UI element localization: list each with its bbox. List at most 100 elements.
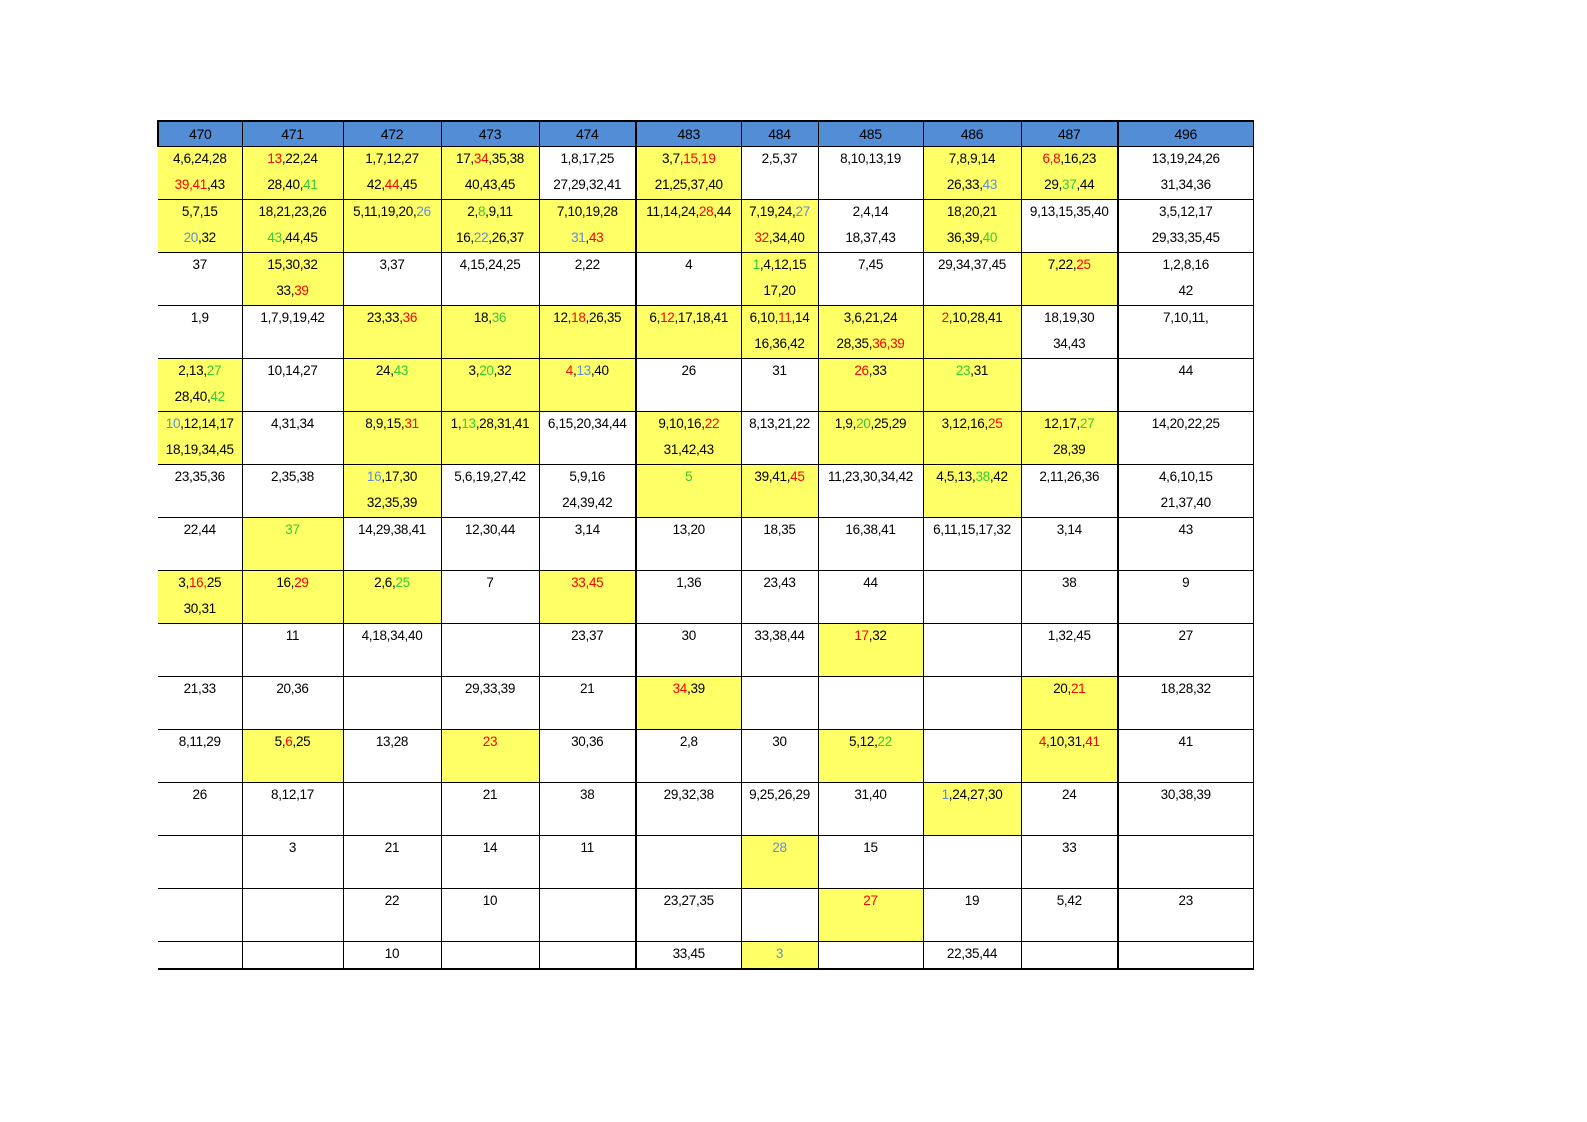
grid-cell[interactable]: 5,6,25 — [241, 729, 344, 783]
grid-cell[interactable]: 3,16,25 30,31 — [158, 570, 243, 624]
grid-cell[interactable]: 12,18,26,35 — [538, 305, 637, 359]
grid-cell[interactable]: 21,33 — [158, 676, 243, 730]
grid-cell[interactable]: 11 — [241, 623, 344, 677]
grid-cell[interactable]: 23 — [1117, 888, 1254, 942]
grid-cell[interactable] — [1117, 835, 1254, 889]
grid-cell[interactable]: 9,13,15,35,40 — [1020, 199, 1119, 253]
grid-cell[interactable]: 12,17,27 28,39 — [1020, 411, 1119, 465]
grid-cell[interactable]: 1,36 — [635, 570, 742, 624]
grid-cell[interactable] — [440, 941, 540, 970]
grid-cell[interactable]: 30 — [635, 623, 742, 677]
grid-cell[interactable]: 7,22,25 — [1020, 252, 1119, 306]
grid-cell[interactable]: 34,39 — [635, 676, 742, 730]
grid-cell[interactable]: 31 — [740, 358, 819, 412]
grid-cell[interactable]: 16,17,30 32,35,39 — [342, 464, 442, 518]
grid-cell[interactable] — [922, 623, 1022, 677]
grid-cell[interactable]: 37 — [241, 517, 344, 571]
grid-cell[interactable]: 3,37 — [342, 252, 442, 306]
grid-cell[interactable]: 22,44 — [158, 517, 243, 571]
grid-cell[interactable]: 2,13,27 28,40,42 — [158, 358, 243, 412]
column-header-472[interactable]: 472 — [342, 120, 442, 147]
grid-cell[interactable] — [158, 888, 243, 942]
grid-cell[interactable]: 18,35 — [740, 517, 819, 571]
grid-cell[interactable]: 19 — [922, 888, 1022, 942]
grid-cell[interactable]: 3,6,21,24 28,35,36,39 — [817, 305, 924, 359]
grid-cell[interactable]: 4,10,31,41 — [1020, 729, 1119, 783]
grid-cell[interactable]: 7,19,24,27 32,34,40 — [740, 199, 819, 253]
grid-cell[interactable]: 23,33,36 — [342, 305, 442, 359]
grid-cell[interactable]: 23,37 — [538, 623, 637, 677]
grid-cell[interactable]: 23,27,35 — [635, 888, 742, 942]
grid-cell[interactable]: 37 — [158, 252, 243, 306]
grid-cell[interactable]: 7,10,11, — [1117, 305, 1254, 359]
grid-cell[interactable] — [922, 676, 1022, 730]
grid-cell[interactable] — [817, 941, 924, 970]
grid-cell[interactable]: 14 — [440, 835, 540, 889]
grid-cell[interactable] — [635, 835, 742, 889]
grid-cell[interactable]: 5,12,22 — [817, 729, 924, 783]
grid-cell[interactable]: 13,22,24 28,40,41 — [241, 146, 344, 200]
grid-cell[interactable]: 3,14 — [538, 517, 637, 571]
column-header-471[interactable]: 471 — [241, 120, 344, 147]
grid-cell[interactable]: 2,6,25 — [342, 570, 442, 624]
grid-cell[interactable]: 23,35,36 — [158, 464, 243, 518]
grid-cell[interactable]: 38 — [538, 782, 637, 836]
grid-cell[interactable] — [158, 941, 243, 970]
grid-cell[interactable]: 10,14,27 — [241, 358, 344, 412]
grid-cell[interactable]: 2,8 — [635, 729, 742, 783]
grid-cell[interactable]: 30,36 — [538, 729, 637, 783]
grid-cell[interactable]: 23,31 — [922, 358, 1022, 412]
grid-cell[interactable]: 1,32,45 — [1020, 623, 1119, 677]
grid-cell[interactable]: 6,15,20,34,44 — [538, 411, 637, 465]
grid-cell[interactable]: 21 — [342, 835, 442, 889]
grid-cell[interactable]: 3 — [241, 835, 344, 889]
grid-cell[interactable]: 14,20,22,25 — [1117, 411, 1254, 465]
grid-cell[interactable]: 33,45 — [635, 941, 742, 970]
grid-cell[interactable]: 15,30,32 33,39 — [241, 252, 344, 306]
grid-cell[interactable]: 33,38,44 — [740, 623, 819, 677]
column-header-487[interactable]: 487 — [1020, 120, 1119, 147]
grid-cell[interactable]: 23,43 — [740, 570, 819, 624]
grid-cell[interactable]: 7 — [440, 570, 540, 624]
column-header-485[interactable]: 485 — [817, 120, 924, 147]
grid-cell[interactable]: 6,8,16,23 29,37,44 — [1020, 146, 1119, 200]
grid-cell[interactable]: 31,40 — [817, 782, 924, 836]
grid-cell[interactable] — [1020, 358, 1119, 412]
grid-cell[interactable]: 4,31,34 — [241, 411, 344, 465]
grid-cell[interactable]: 2,8,9,11 16,22,26,37 — [440, 199, 540, 253]
grid-cell[interactable]: 43 — [1117, 517, 1254, 571]
grid-cell[interactable]: 9 — [1117, 570, 1254, 624]
grid-cell[interactable]: 2,10,28,41 — [922, 305, 1022, 359]
grid-cell[interactable] — [440, 623, 540, 677]
grid-cell[interactable]: 8,11,29 — [158, 729, 243, 783]
grid-cell[interactable]: 24 — [1020, 782, 1119, 836]
grid-cell[interactable] — [241, 888, 344, 942]
grid-cell[interactable] — [342, 782, 442, 836]
grid-cell[interactable]: 12,30,44 — [440, 517, 540, 571]
grid-cell[interactable]: 4,15,24,25 — [440, 252, 540, 306]
grid-cell[interactable]: 16,38,41 — [817, 517, 924, 571]
grid-cell[interactable]: 13,28 — [342, 729, 442, 783]
grid-cell[interactable]: 2,4,14 18,37,43 — [817, 199, 924, 253]
grid-cell[interactable]: 22 — [342, 888, 442, 942]
grid-cell[interactable] — [1117, 941, 1254, 970]
grid-cell[interactable]: 26,33 — [817, 358, 924, 412]
grid-cell[interactable]: 20,21 — [1020, 676, 1119, 730]
grid-cell[interactable]: 27 — [817, 888, 924, 942]
grid-cell[interactable]: 18,20,21 36,39,40 — [922, 199, 1022, 253]
grid-cell[interactable]: 4 — [635, 252, 742, 306]
grid-cell[interactable]: 18,36 — [440, 305, 540, 359]
grid-cell[interactable]: 3,14 — [1020, 517, 1119, 571]
grid-cell[interactable]: 33 — [1020, 835, 1119, 889]
grid-cell[interactable]: 13,20 — [635, 517, 742, 571]
grid-cell[interactable]: 7,8,9,14 26,33,43 — [922, 146, 1022, 200]
grid-cell[interactable]: 8,12,17 — [241, 782, 344, 836]
grid-cell[interactable]: 1,4,12,15 17,20 — [740, 252, 819, 306]
column-header-473[interactable]: 473 — [440, 120, 540, 147]
grid-cell[interactable]: 16,29 — [241, 570, 344, 624]
grid-cell[interactable]: 4,6,10,15 21,37,40 — [1117, 464, 1254, 518]
grid-cell[interactable]: 10 — [342, 941, 442, 970]
grid-cell[interactable]: 10 — [440, 888, 540, 942]
grid-cell[interactable] — [817, 676, 924, 730]
grid-cell[interactable]: 8,9,15,31 — [342, 411, 442, 465]
